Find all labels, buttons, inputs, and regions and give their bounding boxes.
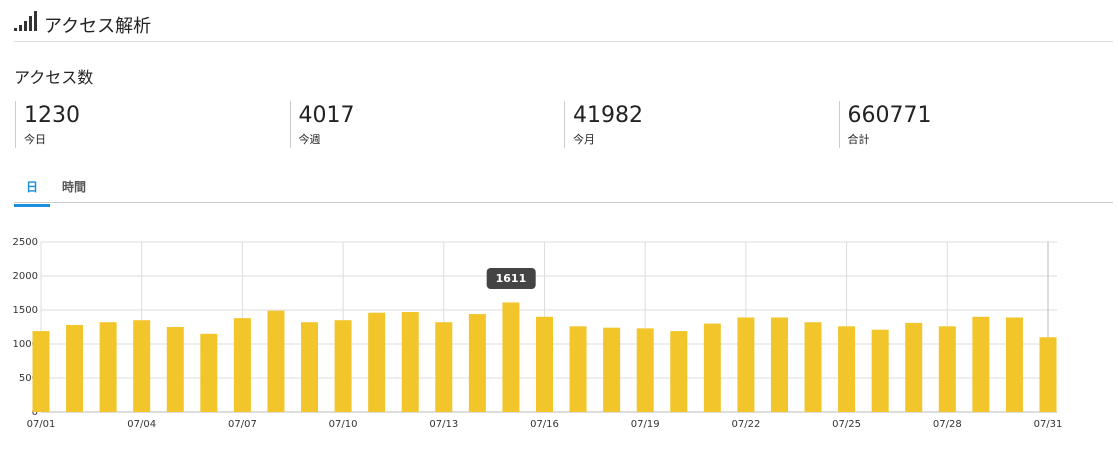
x-tick-label: 07/04 (127, 419, 156, 430)
bar (233, 318, 251, 412)
bar (267, 310, 285, 412)
bar (502, 302, 520, 412)
x-tick-label: 07/19 (631, 419, 660, 430)
bar (603, 327, 621, 412)
bar (938, 326, 956, 412)
y-tick-label: 1000 (13, 339, 38, 350)
bar (703, 323, 721, 412)
x-tick-label: 07/22 (731, 419, 760, 430)
stat-value: 660771 (847, 103, 932, 128)
bar (1005, 317, 1023, 412)
stat-label: 今週 (298, 133, 321, 146)
x-tick-label: 07/16 (530, 419, 559, 430)
bar (905, 322, 923, 412)
bar (804, 322, 822, 412)
header: アクセス解析 (14, 8, 1113, 42)
bar (368, 312, 386, 412)
stat-value: 4017 (298, 103, 355, 128)
bar (670, 331, 688, 412)
tab[interactable]: 日 (14, 178, 51, 207)
bar (166, 327, 184, 412)
bar (838, 326, 856, 412)
bar (435, 322, 453, 412)
stat-label: 今月 (573, 133, 595, 146)
bar (636, 328, 654, 412)
stat: 4017 今週 (289, 101, 355, 148)
bar (301, 322, 319, 412)
tabs: 日時間 (14, 170, 1113, 207)
x-tick-label: 07/13 (429, 419, 458, 430)
tooltip: 1611 (486, 268, 536, 290)
bar (1039, 337, 1057, 412)
stat: 1230 今日 (15, 101, 80, 148)
bar (972, 316, 990, 412)
bar (468, 314, 486, 412)
signal-icon (14, 11, 37, 31)
bar (66, 324, 84, 412)
stat: 41982 今月 (564, 101, 643, 148)
y-tick-label: 1500 (13, 305, 38, 316)
y-tick-label: 2000 (13, 271, 38, 282)
x-tick-label: 07/28 (933, 419, 962, 430)
bar (737, 317, 755, 412)
bar (99, 322, 117, 412)
stat: 660771 合計 (838, 101, 932, 148)
bar (569, 326, 587, 412)
bar (770, 317, 788, 412)
stat-value: 1230 (24, 103, 80, 128)
x-tick-label: 07/01 (27, 419, 56, 430)
tab[interactable]: 時間 (62, 180, 87, 194)
x-tick-label: 07/31 (1034, 419, 1063, 430)
x-tick-label: 07/07 (228, 419, 257, 430)
bar (871, 329, 889, 412)
bar (401, 312, 419, 412)
y-tick-label: 2500 (13, 237, 38, 248)
stat-value: 41982 (573, 103, 643, 128)
y-tick-label: 0 (32, 407, 38, 418)
section-title: アクセス数 (14, 68, 94, 87)
stat-label: 今日 (24, 133, 46, 146)
bar (32, 331, 50, 412)
x-tick-label: 07/25 (832, 419, 861, 430)
stat-label: 合計 (847, 133, 870, 146)
bar (133, 320, 151, 412)
header-title: アクセス解析 (44, 16, 152, 37)
bar (334, 320, 352, 412)
y-tick-label: 500 (19, 373, 38, 384)
x-tick-label: 07/10 (329, 419, 358, 430)
bar (536, 316, 553, 412)
bar (200, 333, 218, 412)
